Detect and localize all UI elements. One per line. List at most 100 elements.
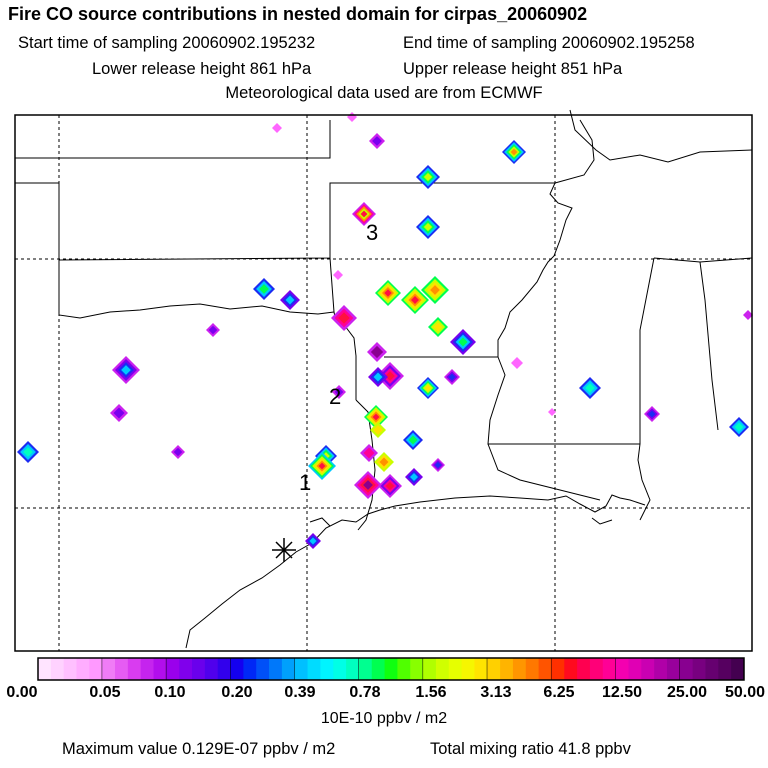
color-scale-cell <box>512 658 527 680</box>
site-label-2: 2 <box>329 384 341 409</box>
contribution-cell <box>424 384 432 392</box>
color-scale-cell <box>384 658 398 680</box>
color-scale-tick-label: 0.05 <box>89 684 121 701</box>
release-site-marker <box>272 538 296 562</box>
color-scale-cell <box>320 658 334 680</box>
color-scale-cell <box>102 658 116 680</box>
color-scale-cell <box>358 658 373 680</box>
contribution-cell <box>309 537 317 545</box>
contribution-cell <box>448 373 456 381</box>
contribution-cell <box>648 410 656 418</box>
contribution-cell <box>113 407 125 419</box>
color-scale-cell <box>179 658 193 680</box>
lat-lon-grid <box>15 115 752 651</box>
color-scale-tick-label: 50.00 <box>724 684 766 701</box>
contribution-cell <box>370 345 384 359</box>
color-scale-cell <box>628 658 642 680</box>
color-scale-tick-label: 6.25 <box>543 684 575 701</box>
color-scale-tick-label: 25.00 <box>666 684 708 701</box>
contribution-cell <box>384 289 392 297</box>
contribution-cell <box>423 222 433 232</box>
color-scale-cell <box>666 658 681 680</box>
color-scale-cell <box>140 658 155 680</box>
contribution-cell <box>743 310 753 320</box>
color-scale-cell <box>127 658 142 680</box>
color-scale-cell <box>435 658 450 680</box>
contribution-cell <box>379 457 389 467</box>
lower-release-label: Lower release height 861 hPa <box>92 60 312 78</box>
contribution-cell <box>23 447 33 457</box>
contribution-cell <box>121 365 131 375</box>
color-scale-cell <box>153 658 167 680</box>
color-scale-cell <box>654 658 668 680</box>
color-scale-cell <box>461 658 475 680</box>
map-frame <box>14 114 753 652</box>
contribution-cell <box>338 312 350 324</box>
contribution-cell <box>511 357 523 369</box>
color-scale-cell <box>38 658 52 680</box>
contribution-cell <box>385 371 395 381</box>
color-scale-cell <box>307 658 321 680</box>
color-scale-cell <box>538 658 552 680</box>
color-scale-cell <box>76 658 90 680</box>
contribution-cell <box>372 136 382 146</box>
color-scale-cell <box>692 658 706 680</box>
color-scale-tick-label: 0.10 <box>154 684 186 701</box>
source-contribution-field <box>17 112 753 549</box>
color-scale-cell <box>679 658 694 680</box>
contribution-cell <box>259 284 269 294</box>
color-scale-cell <box>230 658 244 680</box>
color-scale-cell <box>89 658 103 680</box>
color-scale-cell <box>551 658 565 680</box>
contribution-cell <box>334 387 344 397</box>
color-scale-bar <box>37 657 745 681</box>
contribution-cell <box>411 296 419 304</box>
color-scale-unit: 10E-10 ppbv / m2 <box>320 710 448 727</box>
color-scale-cell <box>269 658 283 680</box>
color-scale-cell <box>115 658 129 680</box>
contribution-cell <box>372 413 380 421</box>
color-scale-cell <box>577 658 591 680</box>
color-scale-cell <box>333 658 347 680</box>
color-scale-cell <box>602 658 617 680</box>
contribution-cell <box>510 148 518 156</box>
color-scale-cell <box>487 658 501 680</box>
color-scale-cell <box>371 658 386 680</box>
color-scale-tick-label: 0.20 <box>221 684 253 701</box>
end-time-label: End time of sampling 20060902.195258 <box>403 34 695 52</box>
color-scale-cell <box>448 658 463 680</box>
upper-release-label: Upper release height 851 hPa <box>403 60 623 78</box>
contribution-cell <box>373 372 383 382</box>
contribution-cell <box>585 383 595 393</box>
contribution-cell <box>408 435 418 445</box>
color-scale-tick-label: 0.39 <box>284 684 316 701</box>
color-scale-tick-label: 3.13 <box>480 684 512 701</box>
color-scale-cell <box>615 658 629 680</box>
contribution-cell <box>333 270 343 280</box>
gulf-coastline <box>185 494 646 649</box>
color-scale-cell <box>410 658 424 680</box>
color-scale-cell <box>500 658 514 680</box>
color-scale-cell <box>525 658 540 680</box>
color-scale-cell <box>166 658 180 680</box>
color-scale-cell <box>641 658 655 680</box>
contribution-cell <box>548 408 556 416</box>
met-data-label: Meteorological data used are from ECMWF <box>225 84 543 102</box>
color-scale-cell <box>192 658 206 680</box>
max-value-label: Maximum value 0.129E-07 ppbv / m2 <box>62 740 336 758</box>
color-scale-tick-label: 12.50 <box>601 684 643 701</box>
color-scale-tick-label: 0.78 <box>349 684 381 701</box>
color-scale-cell <box>243 658 257 680</box>
color-scale-cell <box>564 658 578 680</box>
site-label-3: 3 <box>366 220 378 245</box>
contribution-cell <box>430 285 440 295</box>
contribution-cell <box>347 112 357 122</box>
color-scale-tick-label: 0.00 <box>6 684 38 701</box>
contribution-cell <box>285 295 295 305</box>
total-mixing-label: Total mixing ratio 41.8 ppbv <box>430 740 631 758</box>
contribution-cell <box>458 337 468 347</box>
contribution-cell <box>433 322 443 332</box>
contribution-cell <box>360 210 368 218</box>
color-scale-cell <box>63 658 78 680</box>
